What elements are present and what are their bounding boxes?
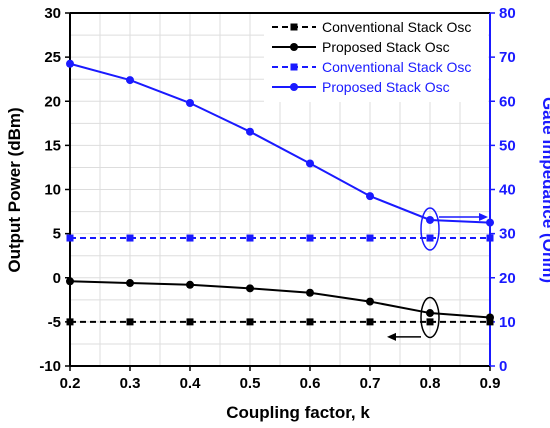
y-right-tick-label: 60 [499,93,516,110]
x-axis-label: Coupling factor, k [226,403,370,422]
series-1-point [126,318,134,326]
legend-label-3: Conventional Stack Osc [322,59,471,75]
series-2-point [186,280,194,289]
series-4-point [246,127,254,136]
y-right-tick-label: 70 [499,49,516,66]
y-left-tick-label: 30 [44,5,61,22]
series-2-point [66,277,74,286]
y-left-tick-label: 25 [44,49,61,66]
y-right-tick-label: 40 [499,182,516,199]
legend-swatch-marker-4 [290,83,298,91]
y-right-tick-label: 30 [499,226,516,243]
y-left-tick-label: -10 [39,358,61,375]
y-right-tick-label: 20 [499,270,516,287]
legend-label-4: Proposed Stack Osc [322,79,450,95]
x-tick-label: 0.5 [240,375,261,392]
series-2-point [426,309,434,318]
y-right-tick-label: 50 [499,137,516,154]
y-axis-right-label: Gate Impedance (Ohm) [539,97,550,283]
series-lines [69,62,491,323]
series-4-point [486,218,494,227]
series-3-point [366,234,374,242]
y-left-tick-label: 0 [53,270,61,287]
series-3-point [486,234,494,242]
legend-swatch-marker-1 [290,23,298,31]
series-1-point [426,318,434,326]
series-3-point [246,234,254,242]
series-4-point [126,76,134,85]
series-2-point [486,313,494,322]
axis-indicator-annotations [387,207,488,341]
y-left-tick-label: 10 [44,182,61,199]
left-axis-arrow-head [387,332,396,341]
series-1-point [486,318,494,326]
x-tick-label: 0.3 [120,375,141,392]
y-right-tick-label: 10 [499,314,516,331]
legend: Conventional Stack Osc Proposed Stack Osc… [264,14,488,102]
x-tick-label: 0.8 [420,375,441,392]
y-right-tick-label: 0 [499,358,507,375]
legend-label-1: Conventional Stack Osc [322,19,471,35]
series-1-point [246,318,254,326]
series-3-point [426,234,434,242]
legend-swatch-marker-3 [290,63,298,71]
series-2-point [246,284,254,293]
x-tick-label: 0.9 [480,375,501,392]
series-2-point [366,297,374,306]
x-tick-label: 0.2 [60,375,81,392]
series-1-point [66,318,74,326]
legend-label-2: Proposed Stack Osc [322,39,450,55]
series-2-point [126,279,134,288]
y-left-tick-label: 15 [44,137,61,154]
y-left-tick-label: 5 [53,226,61,243]
series-3-point [126,234,134,242]
series-1-point [366,318,374,326]
series-3-point [66,234,74,242]
right-axis-arrow-head [479,212,488,221]
y-axis-left-label: Output Power (dBm) [5,107,24,272]
legend-swatch-marker-2 [290,43,298,51]
y-right-tick-label: 80 [499,5,516,22]
series-line-2 [69,280,491,319]
series-3-point [186,234,194,242]
power-group-ellipse [420,296,440,339]
series-2-point [306,288,314,297]
series-1-point [186,318,194,326]
series-4-point [426,215,434,224]
tick-labels: 0.2 0.3 0.4 0.5 0.6 0.7 0.8 0.9 -10 -5 0 5 10 15 20 25 3… [39,5,515,392]
series-4-point [186,99,194,108]
y-left-tick-label: 20 [44,93,61,110]
x-tick-label: 0.7 [360,375,381,392]
series-line-4 [69,62,491,224]
series-1-point [306,318,314,326]
series-3-point [306,234,314,242]
series-4-point [306,159,314,168]
series-4-point [366,192,374,201]
y-left-tick-label: -5 [48,314,61,331]
x-tick-label: 0.6 [300,375,321,392]
x-tick-label: 0.4 [180,375,202,392]
impedance-group-ellipse [420,207,440,251]
series-4-point [66,59,74,68]
series-markers [66,59,494,326]
